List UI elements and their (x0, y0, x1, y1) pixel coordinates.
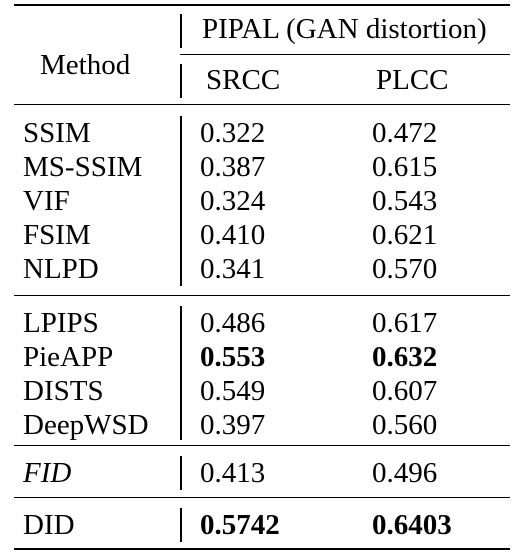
plcc-cell: 0.560 (372, 409, 438, 441)
srcc-cell-best: 0.5742 (200, 509, 280, 541)
plcc-cell: 0.607 (372, 375, 438, 407)
header-separator-top (180, 14, 182, 48)
method-cell: SSIM (23, 117, 91, 149)
srcc-cell: 0.413 (200, 457, 266, 489)
plcc-cell: 0.617 (372, 307, 438, 339)
plcc-cell: 0.496 (372, 457, 438, 489)
method-cell: MS-SSIM (23, 151, 143, 183)
plcc-cell: 0.621 (372, 219, 438, 251)
plcc-cell-best: 0.632 (372, 341, 438, 373)
method-cell: VIF (23, 185, 70, 217)
method-header: Method (40, 49, 131, 81)
method-cell: FID (23, 457, 72, 489)
group1-separator (180, 116, 182, 286)
srcc-cell: 0.486 (200, 307, 266, 339)
group-header: PIPAL (GAN distortion) (202, 13, 487, 45)
group2-rule (14, 445, 510, 446)
srcc-cell: 0.324 (200, 185, 266, 217)
srcc-header: SRCC (206, 64, 281, 96)
plcc-cell: 0.615 (372, 151, 438, 183)
plcc-cell: 0.472 (372, 117, 438, 149)
group3-separator (180, 456, 182, 490)
srcc-cell: 0.322 (200, 117, 266, 149)
method-cell: LPIPS (23, 307, 99, 339)
srcc-cell: 0.410 (200, 219, 266, 251)
header-separator-bottom (180, 64, 182, 98)
srcc-cell-best: 0.553 (200, 341, 266, 373)
group1-rule (14, 295, 510, 296)
group2-separator (180, 306, 182, 440)
plcc-header: PLCC (376, 64, 449, 96)
top-rule (14, 4, 510, 6)
group3-rule (14, 497, 510, 498)
method-cell: DID (23, 509, 75, 541)
method-cell: DISTS (23, 375, 104, 407)
group-header-rule (180, 54, 510, 55)
plcc-cell: 0.570 (372, 253, 438, 285)
method-cell: PieAPP (23, 341, 114, 373)
method-cell: DeepWSD (23, 409, 149, 441)
results-table: PIPAL (GAN distortion) Method SRCC PLCC … (14, 4, 510, 550)
bottom-rule (14, 548, 510, 550)
plcc-cell-best: 0.6403 (372, 509, 452, 541)
method-cell: FSIM (23, 219, 91, 251)
plcc-cell: 0.543 (372, 185, 438, 217)
method-cell: NLPD (23, 253, 99, 285)
group4-separator (180, 508, 182, 542)
srcc-cell: 0.341 (200, 253, 266, 285)
srcc-cell: 0.387 (200, 151, 266, 183)
srcc-cell: 0.549 (200, 375, 266, 407)
header-rule (14, 104, 510, 105)
srcc-cell: 0.397 (200, 409, 266, 441)
